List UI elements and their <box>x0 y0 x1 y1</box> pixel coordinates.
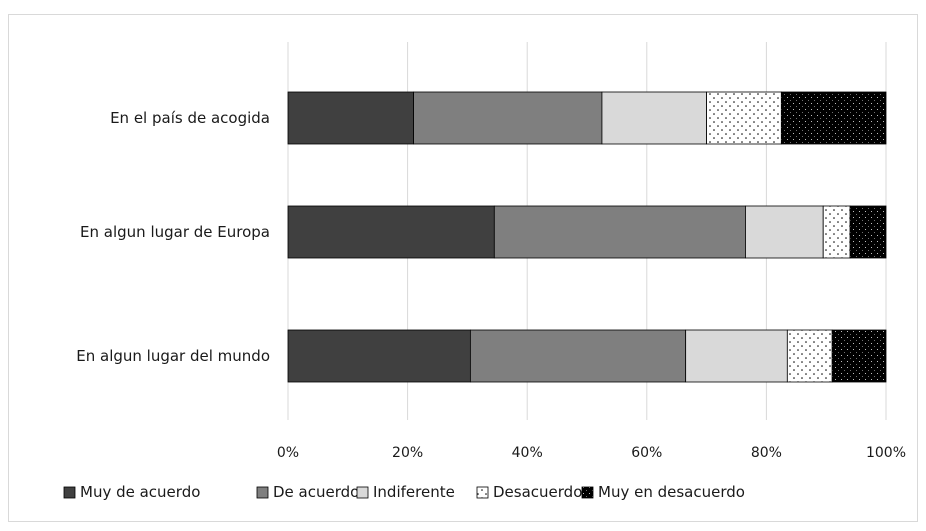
category-label: En algun lugar de Europa <box>80 223 270 241</box>
bar-segment <box>287 205 495 259</box>
bar-segment <box>780 91 887 145</box>
x-tick-label: 80% <box>751 445 782 461</box>
legend-label: Muy de acuerdo <box>80 483 200 501</box>
bar-segment <box>831 329 887 383</box>
legend-label: Muy en desacuerdo <box>598 483 745 501</box>
legend-swatch <box>476 486 489 499</box>
x-tick-label: 60% <box>631 445 662 461</box>
legend: Muy de acuerdo De acuerdo Indiferente Desac… <box>63 483 745 501</box>
category-label: En algun lugar del mundo <box>76 347 270 365</box>
legend-label: De acuerdo <box>273 483 359 501</box>
legend-swatch <box>356 486 369 499</box>
bar-segment <box>601 91 708 145</box>
bar-segment <box>786 329 833 383</box>
x-tick-label: 20% <box>392 445 423 461</box>
bar-segment <box>706 91 782 145</box>
bar-segment <box>413 91 603 145</box>
bar-segment <box>849 205 887 259</box>
bar-segment <box>745 205 824 259</box>
bar-segment <box>287 91 414 145</box>
category-labels: En el país de acogida En algun lugar de E… <box>76 109 270 365</box>
x-tick-labels: 0% 20% 40% 60% 80% 100% <box>277 445 906 461</box>
legend-label: Indiferente <box>373 483 455 501</box>
x-tick-label: 40% <box>512 445 543 461</box>
legend-swatch <box>256 486 269 499</box>
bar-segment <box>287 329 471 383</box>
category-label: En el país de acogida <box>110 109 270 127</box>
x-tick-label: 100% <box>866 445 906 461</box>
bars <box>287 91 887 383</box>
legend-swatch <box>63 486 76 499</box>
bar-segment <box>469 329 687 383</box>
legend-swatch <box>581 486 594 499</box>
x-tick-label: 0% <box>277 445 299 461</box>
bar-segment <box>685 329 788 383</box>
bar-segment <box>822 205 851 259</box>
legend-label: Desacuerdo <box>493 483 582 501</box>
bar-segment <box>493 205 746 259</box>
